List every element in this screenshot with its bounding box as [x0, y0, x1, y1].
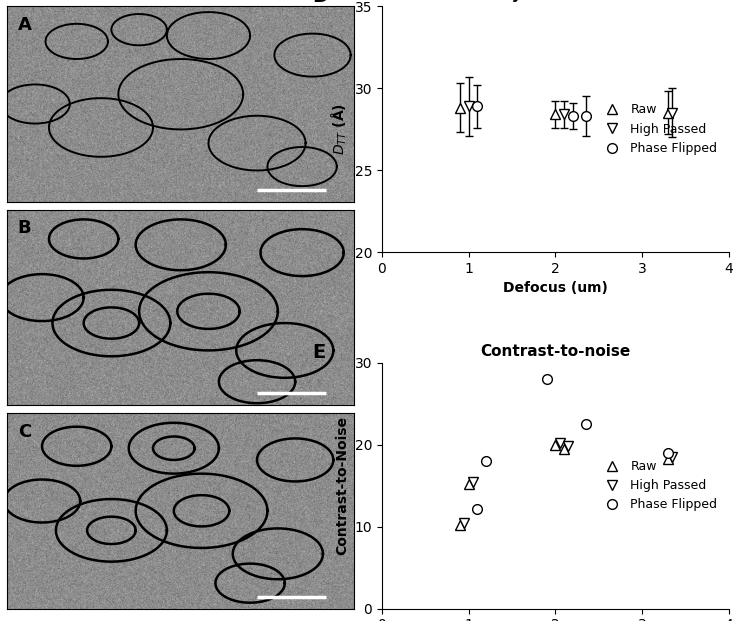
Legend: Raw, High Passed, Phase Flipped: Raw, High Passed, Phase Flipped — [594, 98, 723, 160]
Text: B: B — [18, 219, 32, 237]
Y-axis label: $D_{TT}$ (Å): $D_{TT}$ (Å) — [330, 103, 349, 155]
X-axis label: Defocus (um): Defocus (um) — [503, 281, 608, 296]
Title: Bilayer Thickness: Bilayer Thickness — [481, 0, 630, 2]
Legend: Raw, High Passed, Phase Flipped: Raw, High Passed, Phase Flipped — [594, 455, 723, 517]
Y-axis label: Contrast-to-Noise: Contrast-to-Noise — [335, 416, 349, 555]
Text: D: D — [313, 0, 329, 6]
Text: A: A — [18, 16, 32, 34]
Text: E: E — [313, 343, 326, 362]
Text: C: C — [18, 423, 31, 441]
Title: Contrast-to-noise: Contrast-to-noise — [480, 344, 630, 359]
